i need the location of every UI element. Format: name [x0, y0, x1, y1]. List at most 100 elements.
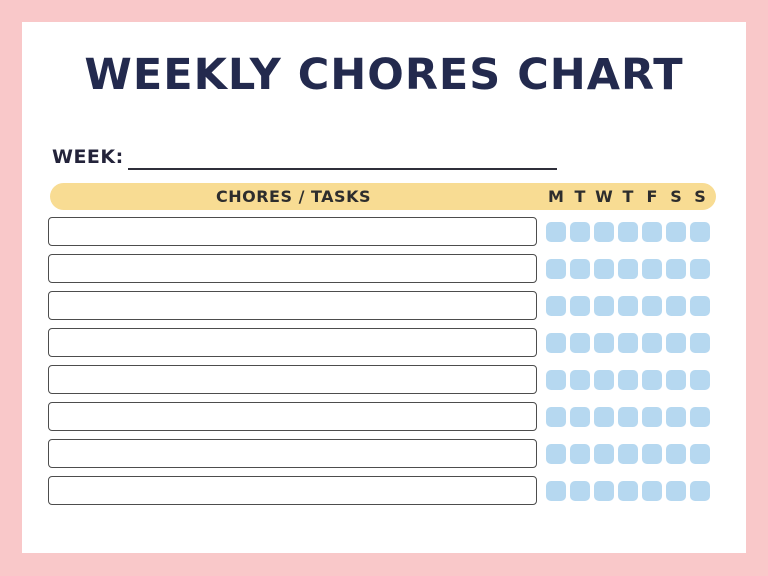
day-checks: [544, 365, 712, 394]
day-checkbox[interactable]: [594, 258, 614, 279]
day-header-2: W: [595, 187, 613, 206]
day-checkbox[interactable]: [642, 332, 662, 353]
chore-row: [48, 402, 712, 431]
chores-tasks-header: CHORES / TASKS: [216, 187, 371, 206]
day-checkbox[interactable]: [666, 221, 686, 242]
day-checkbox[interactable]: [666, 480, 686, 501]
day-checkbox[interactable]: [570, 258, 590, 279]
check-cell: [592, 476, 616, 505]
day-checkbox[interactable]: [594, 369, 614, 390]
check-cell: [544, 291, 568, 320]
day-header-6: S: [694, 187, 706, 206]
day-checkbox[interactable]: [642, 221, 662, 242]
check-cell: [640, 365, 664, 394]
day-checkbox[interactable]: [570, 480, 590, 501]
day-checkbox[interactable]: [570, 295, 590, 316]
chore-task-input[interactable]: [48, 254, 537, 283]
check-cell: [592, 217, 616, 246]
day-checkbox[interactable]: [618, 221, 638, 242]
day-checkbox[interactable]: [618, 406, 638, 427]
day-checkbox[interactable]: [642, 258, 662, 279]
day-checkbox[interactable]: [618, 295, 638, 316]
check-cell: [640, 402, 664, 431]
day-header-0: M: [548, 187, 564, 206]
chore-task-input[interactable]: [48, 402, 537, 431]
day-checkbox[interactable]: [570, 406, 590, 427]
day-checkbox[interactable]: [666, 332, 686, 353]
chore-rows: [48, 217, 712, 513]
check-cell: [640, 291, 664, 320]
check-cell: [568, 254, 592, 283]
day-checkbox[interactable]: [642, 480, 662, 501]
day-checkbox[interactable]: [546, 443, 566, 464]
day-checkbox[interactable]: [666, 295, 686, 316]
day-checkbox[interactable]: [570, 369, 590, 390]
check-cell: [616, 217, 640, 246]
day-checkbox[interactable]: [618, 258, 638, 279]
day-checkbox[interactable]: [666, 443, 686, 464]
day-checkbox[interactable]: [546, 406, 566, 427]
day-checkbox[interactable]: [666, 406, 686, 427]
day-checkbox[interactable]: [690, 443, 710, 464]
day-checkbox[interactable]: [642, 443, 662, 464]
check-cell: [688, 402, 712, 431]
day-checkbox[interactable]: [618, 332, 638, 353]
day-checkbox[interactable]: [594, 406, 614, 427]
day-checkbox[interactable]: [642, 295, 662, 316]
day-checkbox[interactable]: [690, 480, 710, 501]
check-cell: [568, 328, 592, 357]
day-checkbox[interactable]: [618, 369, 638, 390]
day-header-1: T: [574, 187, 586, 206]
chore-task-input[interactable]: [48, 328, 537, 357]
chore-task-input[interactable]: [48, 217, 537, 246]
check-cell: [688, 291, 712, 320]
day-checkbox[interactable]: [690, 295, 710, 316]
check-cell: [640, 254, 664, 283]
day-checkbox[interactable]: [594, 221, 614, 242]
day-checkbox[interactable]: [690, 258, 710, 279]
day-checkbox[interactable]: [546, 332, 566, 353]
day-checkbox[interactable]: [594, 332, 614, 353]
check-cell: [664, 254, 688, 283]
day-checkbox[interactable]: [690, 221, 710, 242]
day-checkbox[interactable]: [642, 406, 662, 427]
day-checkbox[interactable]: [570, 221, 590, 242]
day-checkbox[interactable]: [570, 443, 590, 464]
day-checkbox[interactable]: [546, 295, 566, 316]
day-checkbox[interactable]: [618, 480, 638, 501]
day-checkbox[interactable]: [546, 480, 566, 501]
chore-task-input[interactable]: [48, 476, 537, 505]
day-checkbox[interactable]: [690, 369, 710, 390]
day-checks: [544, 328, 712, 357]
week-input[interactable]: [127, 142, 557, 170]
check-cell: [664, 217, 688, 246]
check-cell: [592, 254, 616, 283]
day-checkbox[interactable]: [666, 369, 686, 390]
chore-task-input[interactable]: [48, 365, 537, 394]
day-checkbox[interactable]: [594, 443, 614, 464]
day-checkbox[interactable]: [594, 480, 614, 501]
check-cell: [616, 254, 640, 283]
check-cell: [688, 476, 712, 505]
day-checkbox[interactable]: [594, 295, 614, 316]
day-checkbox[interactable]: [642, 369, 662, 390]
check-cell: [616, 291, 640, 320]
day-checkbox[interactable]: [570, 332, 590, 353]
day-checks: [544, 439, 712, 468]
chore-task-input[interactable]: [48, 291, 537, 320]
day-checkbox[interactable]: [546, 221, 566, 242]
day-checkbox[interactable]: [618, 443, 638, 464]
day-checkbox[interactable]: [666, 258, 686, 279]
day-checkbox[interactable]: [546, 258, 566, 279]
day-checkbox[interactable]: [690, 406, 710, 427]
check-cell: [592, 328, 616, 357]
chore-row: [48, 217, 712, 246]
check-cell: [544, 365, 568, 394]
check-cell: [616, 402, 640, 431]
day-checkbox[interactable]: [546, 369, 566, 390]
day-checkbox[interactable]: [690, 332, 710, 353]
check-cell: [544, 328, 568, 357]
chore-task-input[interactable]: [48, 439, 537, 468]
